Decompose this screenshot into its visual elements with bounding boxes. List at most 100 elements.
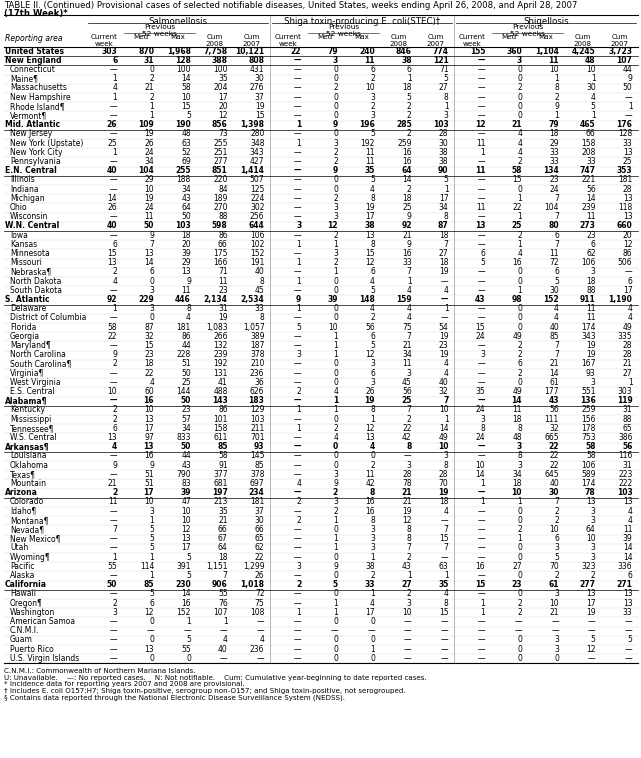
Text: 27: 27 [401,580,412,589]
Text: 49: 49 [438,433,449,442]
Text: 13: 13 [108,433,117,442]
Text: Cum
2008: Cum 2008 [390,34,408,47]
Text: 255: 255 [213,139,228,148]
Text: 174: 174 [581,323,595,332]
Text: Tennessee¶: Tennessee¶ [10,424,54,433]
Text: 1: 1 [481,608,485,617]
Text: 239: 239 [581,203,595,212]
Text: —: — [294,571,301,580]
Text: Arizona: Arizona [5,488,38,497]
Text: 21: 21 [512,121,522,130]
Text: 85: 85 [255,461,265,470]
Text: Delaware: Delaware [10,304,46,313]
Text: 4: 4 [444,368,449,377]
Text: 35: 35 [218,506,228,515]
Text: 13: 13 [623,497,633,506]
Text: 13: 13 [144,644,154,653]
Text: Louisiana: Louisiana [10,452,47,460]
Text: —: — [294,175,301,184]
Text: 42: 42 [402,433,412,442]
Text: S. Atlantic: S. Atlantic [5,295,49,304]
Text: 79: 79 [548,121,559,130]
Text: Shiga toxin-producing E. coli(STEC)†: Shiga toxin-producing E. coli(STEC)† [284,17,440,26]
Text: —: — [441,516,449,525]
Text: 0: 0 [333,92,338,102]
Text: 210: 210 [250,359,265,368]
Text: 0: 0 [517,65,522,74]
Text: 229: 229 [138,295,154,304]
Text: 507: 507 [250,175,265,184]
Text: 73: 73 [218,130,228,139]
Text: 152: 152 [544,295,559,304]
Text: 13: 13 [144,415,154,424]
Text: 31: 31 [623,406,633,415]
Text: 22: 22 [549,452,559,460]
Text: 76: 76 [218,599,228,608]
Text: United States: United States [5,47,64,55]
Text: —: — [110,185,117,193]
Text: —: — [478,286,485,295]
Text: 8: 8 [407,525,412,534]
Text: 16: 16 [402,157,412,166]
Text: 107: 107 [213,608,228,617]
Text: 16: 16 [512,258,522,268]
Text: 8: 8 [370,406,375,415]
Text: 37: 37 [254,92,265,102]
Text: 125: 125 [250,185,265,193]
Text: 197: 197 [212,488,228,497]
Text: 11: 11 [145,212,154,221]
Text: 2: 2 [554,571,559,580]
Text: 10: 10 [549,65,559,74]
Text: 9: 9 [333,479,338,488]
Text: New York City: New York City [10,148,63,157]
Text: 12: 12 [218,111,228,120]
Text: 5: 5 [149,534,154,543]
Text: 4: 4 [370,442,375,451]
Text: 4: 4 [444,506,449,515]
Text: 488: 488 [213,387,228,396]
Text: —: — [478,396,485,406]
Text: —: — [294,148,301,157]
Text: Reporting area: Reporting area [5,34,63,43]
Text: 23: 23 [512,580,522,589]
Text: 21: 21 [218,516,228,525]
Text: 36: 36 [254,377,265,387]
Text: 10: 10 [144,406,154,415]
Text: 25: 25 [401,396,412,406]
Text: Mountain: Mountain [10,479,46,488]
Text: Massachusetts: Massachusetts [10,83,67,92]
Text: 2: 2 [517,157,522,166]
Text: —: — [294,74,301,83]
Text: —: — [110,314,117,322]
Text: 2: 2 [517,230,522,240]
Text: —: — [478,516,485,525]
Text: —: — [110,452,117,460]
Text: 208: 208 [581,148,595,157]
Text: Colorado: Colorado [10,497,44,506]
Text: 33: 33 [402,258,412,268]
Text: 14: 14 [181,74,191,83]
Text: —: — [404,626,412,635]
Text: 0: 0 [517,644,522,653]
Text: 1,018: 1,018 [240,580,265,589]
Text: 266: 266 [213,332,228,341]
Text: 2,134: 2,134 [204,295,228,304]
Text: 18: 18 [513,479,522,488]
Text: 190: 190 [175,121,191,130]
Text: 93: 93 [586,368,595,377]
Text: 16: 16 [402,148,412,157]
Text: 28: 28 [439,470,449,479]
Text: 8: 8 [481,424,485,433]
Text: 2: 2 [517,83,522,92]
Text: 211: 211 [250,424,265,433]
Text: 191: 191 [250,258,265,268]
Text: —: — [478,111,485,120]
Text: 1: 1 [297,240,301,249]
Text: 24: 24 [144,148,154,157]
Text: 6: 6 [554,534,559,543]
Text: 2: 2 [554,92,559,102]
Text: 11: 11 [476,203,485,212]
Text: 18: 18 [439,230,449,240]
Text: 64: 64 [586,525,595,534]
Text: 1: 1 [149,111,154,120]
